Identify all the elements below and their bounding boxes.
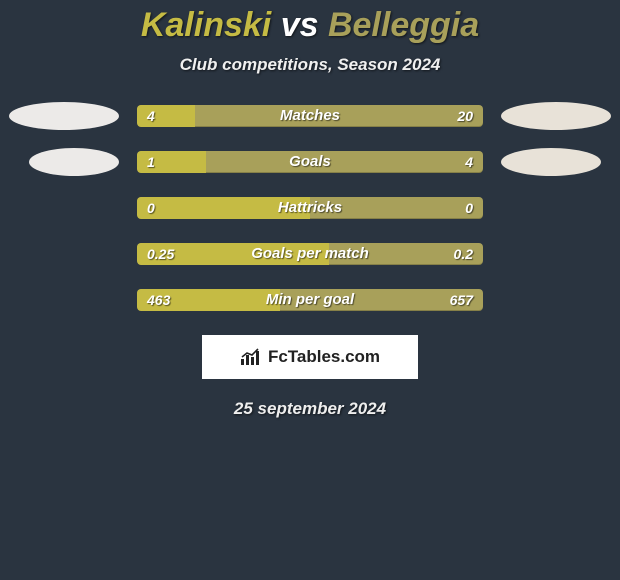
stat-value-right: 657 [450,289,473,311]
title-player1: Kalinski [141,6,271,44]
stat-label: Matches [137,105,483,127]
stat-value-right: 20 [457,105,473,127]
stat-row: 4 Matches 20 [0,105,620,127]
stat-bar: 4 Matches 20 [137,105,483,127]
stat-value-right: 4 [465,151,473,173]
stats-chart: 4 Matches 20 1 Goals 4 [0,105,620,311]
player1-badge [9,102,119,130]
stat-bar: 0.25 Goals per match 0.2 [137,243,483,265]
page-title: Kalinski vs Belleggia [0,6,620,45]
stat-label: Min per goal [137,289,483,311]
player1-badge [29,148,119,176]
stat-row: 1 Goals 4 [0,151,620,173]
stat-row: 0.25 Goals per match 0.2 [0,243,620,265]
subtitle: Club competitions, Season 2024 [0,55,620,75]
stat-label: Goals [137,151,483,173]
stat-label: Goals per match [137,243,483,265]
stat-row: 0 Hattricks 0 [0,197,620,219]
stat-value-right: 0 [465,197,473,219]
player2-badge [501,102,611,130]
stat-bar: 463 Min per goal 657 [137,289,483,311]
stat-bar: 0 Hattricks 0 [137,197,483,219]
bar-chart-icon [240,348,262,366]
title-vs: vs [281,6,319,44]
title-player2: Belleggia [328,6,479,44]
stat-row: 463 Min per goal 657 [0,289,620,311]
stat-label: Hattricks [137,197,483,219]
comparison-container: Kalinski vs Belleggia Club competitions,… [0,0,620,419]
stat-value-right: 0.2 [454,243,473,265]
stat-bar: 1 Goals 4 [137,151,483,173]
date-line: 25 september 2024 [0,399,620,419]
player2-badge [501,148,601,176]
brand-text: FcTables.com [268,347,380,367]
brand-footer[interactable]: FcTables.com [202,335,418,379]
